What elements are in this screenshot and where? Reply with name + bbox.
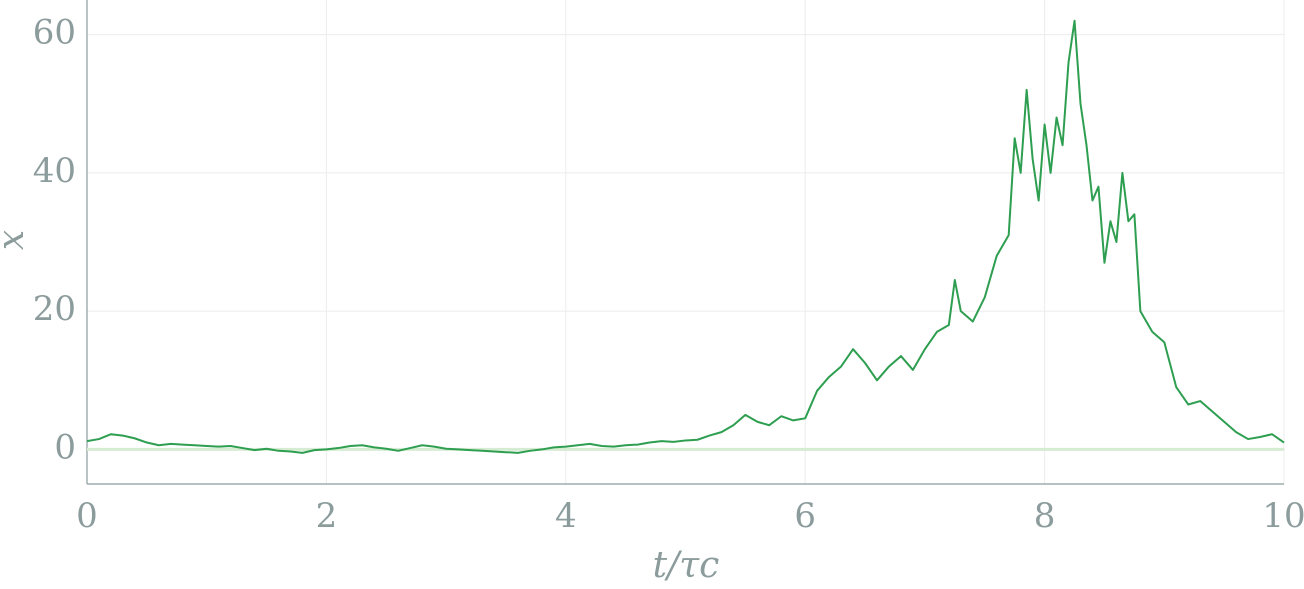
- x-tick-label: 4: [555, 496, 577, 536]
- y-tick-label: 20: [33, 289, 76, 329]
- x-tick-label: 2: [316, 496, 338, 536]
- y-tick-label: 0: [54, 427, 76, 467]
- x-tick-label: 8: [1034, 496, 1056, 536]
- x-tick-label: 10: [1262, 496, 1304, 536]
- x-axis-label: t/τc: [653, 545, 720, 586]
- y-axis-label: x: [0, 230, 32, 250]
- x-tick-label: 6: [794, 496, 816, 536]
- y-tick-label: 60: [33, 13, 76, 53]
- x-tick-label: 0: [76, 496, 98, 536]
- data-line: [86, 19, 1285, 454]
- y-tick-label: 40: [33, 151, 76, 191]
